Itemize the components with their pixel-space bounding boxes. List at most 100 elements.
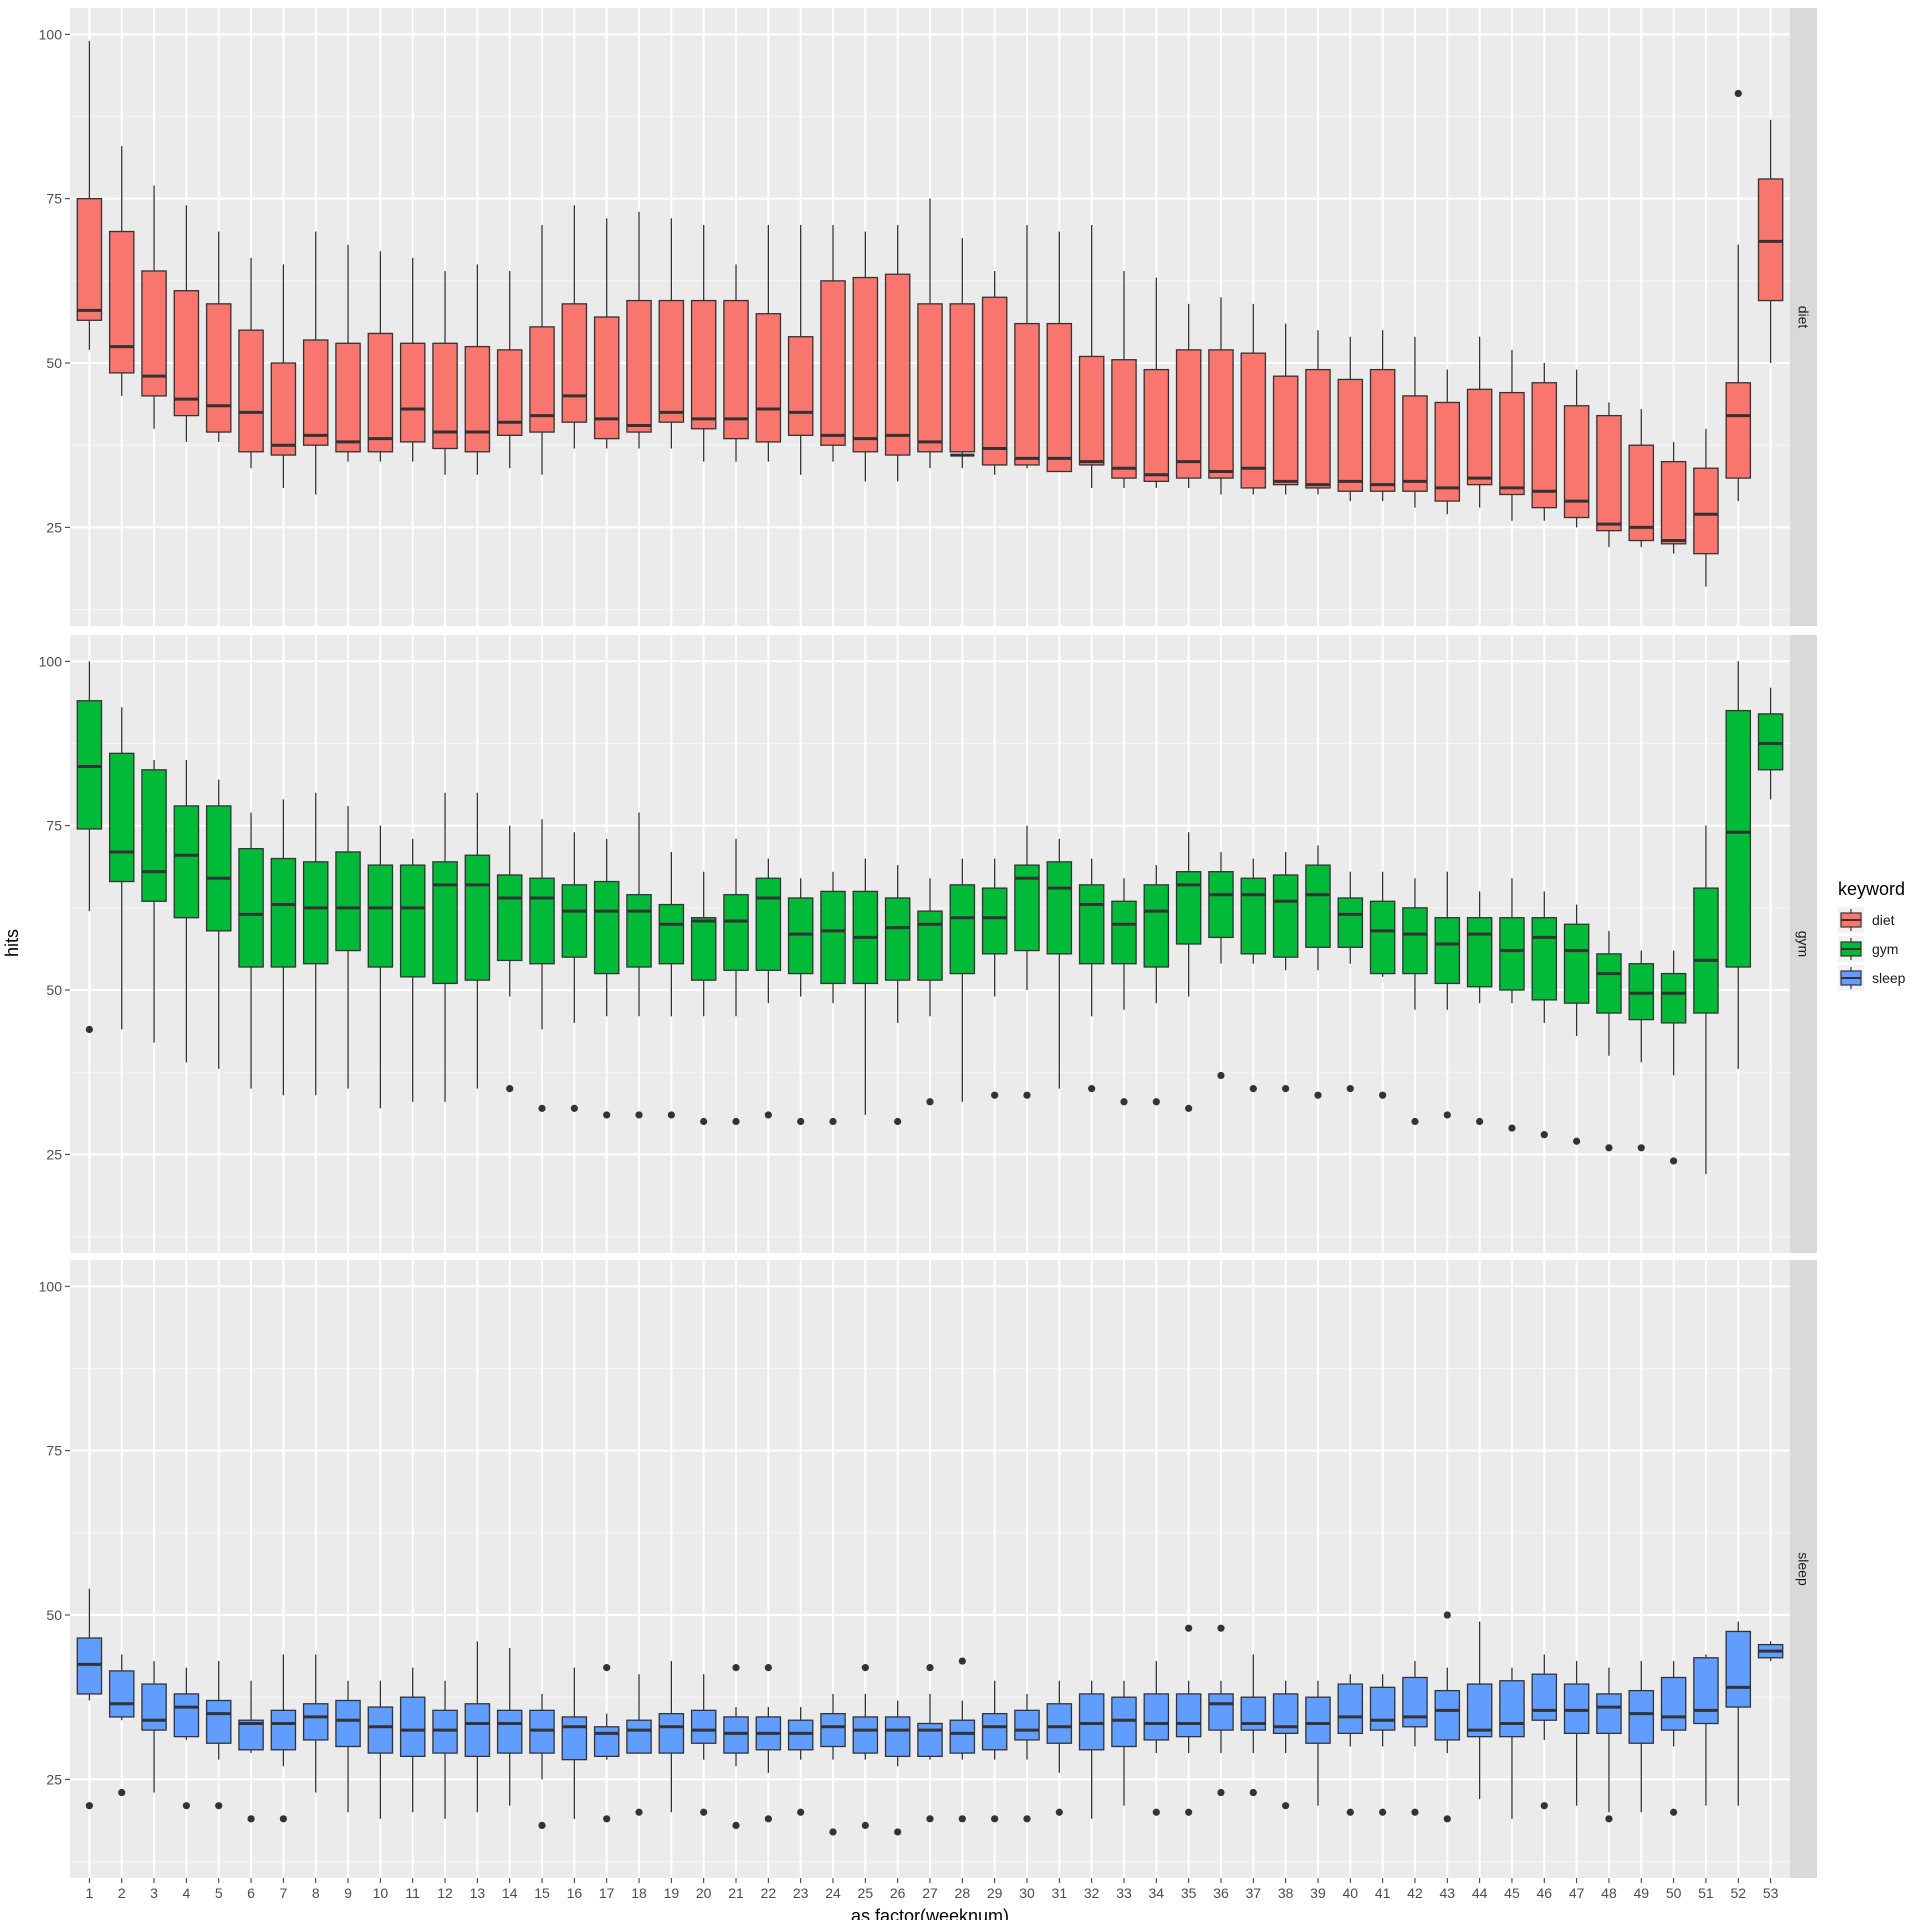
box-body: [561, 303, 588, 423]
x-tick-label: 52: [1730, 1885, 1746, 1901]
box-gym-week-52: [1725, 661, 1752, 1069]
outlier-point: [764, 1815, 772, 1823]
box-body: [820, 890, 846, 985]
box-body: [1563, 405, 1590, 519]
legend-item-label: gym: [1872, 941, 1898, 957]
box-diet-week-36: [1208, 297, 1234, 495]
box-body: [1434, 401, 1461, 502]
box-body: [270, 362, 297, 456]
outlier-point: [991, 1815, 999, 1823]
box-body: [205, 805, 232, 932]
box-gym-week-48: [1596, 930, 1622, 1056]
outlier-point: [1637, 1144, 1645, 1152]
x-tick-label: 29: [987, 1885, 1003, 1901]
box-sleep-week-28: [949, 1700, 976, 1760]
box-sleep-week-31: [1046, 1680, 1073, 1773]
box-sleep-week-39: [1305, 1680, 1331, 1806]
box-body: [626, 894, 652, 968]
box-body: [1531, 917, 1558, 1001]
x-tick-label: 47: [1569, 1885, 1585, 1901]
box-sleep-week-21: [723, 1707, 749, 1767]
outlier-point: [667, 1111, 675, 1119]
box-gym-week-37: [1240, 858, 1267, 964]
x-tick-label: 34: [1149, 1885, 1165, 1901]
x-tick-label: 8: [312, 1885, 320, 1901]
box-body: [335, 342, 361, 453]
y-tick-label: 50: [46, 355, 62, 371]
x-tick-label: 40: [1343, 1885, 1359, 1901]
box-body: [1466, 388, 1493, 486]
box-gym-week-36: [1208, 851, 1234, 964]
box-body: [1531, 382, 1558, 509]
outlier-point: [1249, 1788, 1257, 1797]
outlier-point: [603, 1664, 611, 1672]
box-body: [302, 861, 329, 965]
box-sleep-week-13: [464, 1641, 491, 1813]
box-body: [1596, 953, 1622, 1014]
box-body: [1014, 1709, 1040, 1741]
outlier-point: [1605, 1815, 1613, 1823]
box-gym-week-45: [1499, 878, 1525, 1004]
box-diet-week-45: [1499, 349, 1525, 521]
box-body: [1240, 877, 1267, 955]
outlier-point: [1217, 1624, 1225, 1632]
y-tick-label: 75: [46, 818, 62, 834]
outlier-point: [1443, 1815, 1451, 1823]
box-body: [981, 296, 1008, 466]
box-diet-week-23: [787, 224, 814, 475]
box-diet-week-41: [1369, 330, 1396, 502]
box-diet-week-32: [1078, 224, 1105, 488]
x-tick-label: 19: [664, 1885, 680, 1901]
outlier-point: [1443, 1111, 1451, 1119]
box-body: [820, 280, 846, 446]
box-body: [1078, 1693, 1105, 1751]
box-gym-week-14: [496, 825, 523, 997]
box-body: [1596, 414, 1622, 532]
outlier-point: [861, 1821, 869, 1830]
outlier-point: [279, 1815, 287, 1823]
box-sleep-week-12: [432, 1680, 458, 1819]
y-axis-title: hits: [2, 929, 22, 957]
x-tick-label: 20: [696, 1885, 712, 1901]
box-body: [1046, 1703, 1073, 1744]
box-body: [917, 910, 943, 981]
x-tick-label: 31: [1052, 1885, 1068, 1901]
y-tick-label: 50: [46, 1607, 62, 1623]
outlier-point: [1152, 1098, 1160, 1106]
outlier-point: [1670, 1808, 1678, 1816]
box-diet-week-29: [981, 270, 1008, 475]
outlier-point: [1023, 1815, 1031, 1823]
box-gym-week-4: [173, 759, 200, 1063]
outlier-point: [797, 1808, 805, 1816]
box-diet-week-26: [884, 224, 911, 482]
legend-item-gym: gym: [1838, 936, 1898, 962]
facet-strip: [1790, 635, 1817, 1253]
box-body: [723, 1716, 749, 1754]
box-diet-week-34: [1143, 277, 1170, 488]
box-sleep-week-10: [367, 1680, 394, 1819]
box-diet-week-2: [108, 146, 135, 396]
box-sleep-week-11: [399, 1667, 426, 1813]
box-body: [270, 1709, 297, 1751]
outlier-point: [1152, 1808, 1160, 1816]
box-body: [173, 1693, 200, 1738]
box-diet-week-40: [1337, 336, 1364, 502]
box-body: [884, 897, 911, 981]
box-gym-week-20: [690, 871, 717, 1017]
box-body: [1240, 1696, 1267, 1731]
outlier-point: [1346, 1085, 1354, 1093]
box-sleep-week-9: [335, 1680, 361, 1813]
outlier-point: [958, 1815, 966, 1823]
legend-item-sleep: sleep: [1838, 965, 1906, 991]
x-tick-label: 43: [1440, 1885, 1456, 1901]
outlier-point: [538, 1821, 546, 1830]
box-body: [1660, 972, 1687, 1024]
y-tick-label: 50: [46, 982, 62, 998]
box-diet-week-33: [1111, 270, 1137, 488]
box-body: [464, 345, 491, 453]
outlier-point: [1346, 1808, 1354, 1816]
outlier-point: [797, 1117, 805, 1126]
outlier-point: [861, 1664, 869, 1672]
box-body: [1337, 897, 1364, 948]
